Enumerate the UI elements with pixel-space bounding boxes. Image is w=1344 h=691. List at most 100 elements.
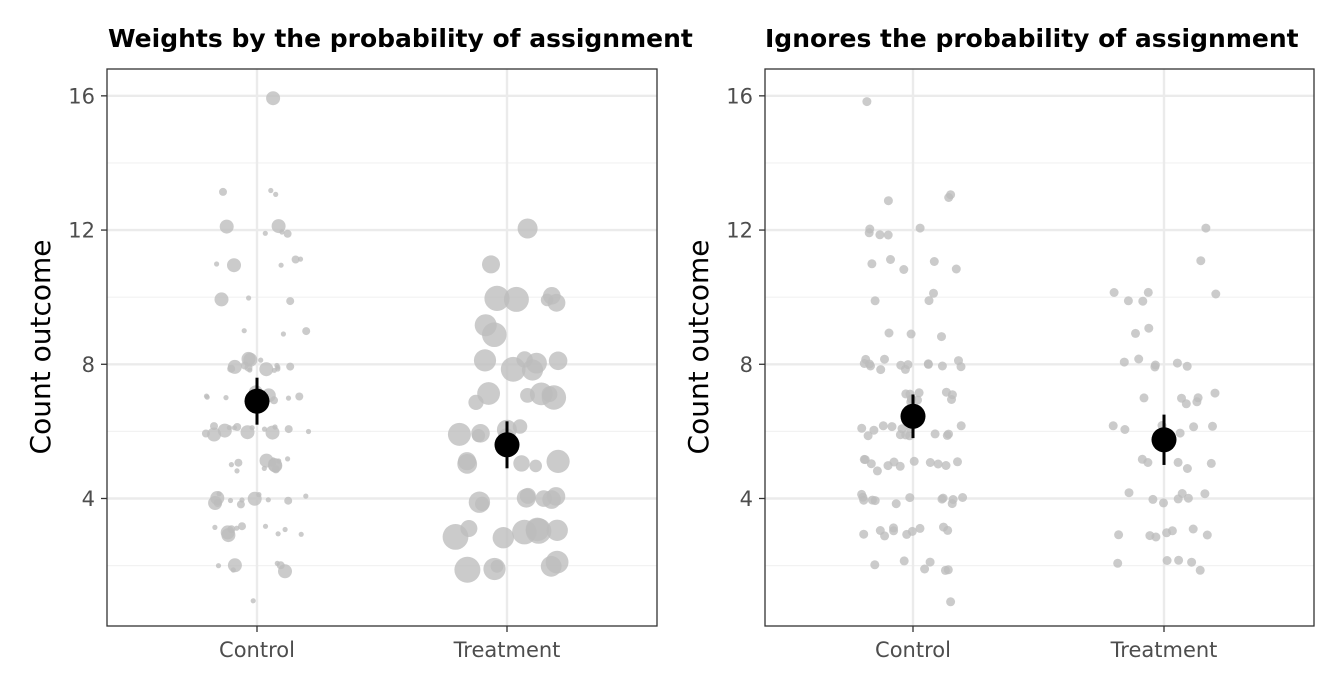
data-point <box>929 288 938 298</box>
data-point <box>891 499 901 509</box>
data-point <box>925 458 935 467</box>
data-point <box>1174 555 1184 565</box>
data-point <box>529 382 553 406</box>
data-point <box>953 457 962 467</box>
data-point <box>234 468 240 474</box>
data-point <box>546 449 570 473</box>
data-point <box>227 258 241 273</box>
data-point <box>1187 557 1197 567</box>
data-point <box>870 560 880 570</box>
data-point <box>870 296 880 306</box>
data-point <box>946 597 956 607</box>
data-point <box>1114 530 1124 540</box>
data-point <box>273 191 279 197</box>
data-point <box>261 426 268 432</box>
data-point <box>241 351 256 366</box>
data-point <box>1119 357 1129 367</box>
data-point <box>513 455 530 472</box>
data-point <box>906 329 916 339</box>
data-point <box>201 429 210 438</box>
data-point <box>1148 494 1158 504</box>
data-point <box>244 363 253 372</box>
data-point <box>1200 489 1210 499</box>
data-point <box>279 229 285 235</box>
data-point <box>958 493 968 502</box>
y-tick-label: 16 <box>726 84 753 108</box>
data-point <box>278 262 284 268</box>
data-point <box>1159 498 1168 508</box>
y-axis-title: Count outcome <box>682 240 715 455</box>
data-point <box>930 429 940 439</box>
data-point <box>236 500 245 509</box>
data-point <box>872 466 882 476</box>
data-point <box>473 349 497 372</box>
data-point <box>1134 354 1144 364</box>
data-point <box>1211 289 1221 299</box>
data-point <box>271 367 277 373</box>
y-tick-label: 8 <box>82 353 95 377</box>
data-point <box>1192 397 1202 407</box>
data-point <box>1202 530 1212 540</box>
data-point <box>512 519 537 545</box>
data-point <box>1208 421 1217 431</box>
y-tick-label: 4 <box>82 487 95 511</box>
data-point <box>870 496 880 506</box>
plot-area: 4 8 12 16 Control Treatment <box>68 68 658 662</box>
data-point <box>230 567 236 573</box>
data-point <box>1109 288 1119 297</box>
data-point <box>517 218 538 239</box>
data-point <box>1172 358 1182 368</box>
data-point <box>283 229 292 238</box>
data-point <box>862 97 872 107</box>
data-point <box>234 458 243 467</box>
data-point <box>915 223 925 233</box>
x-tick-label: Treatment <box>1110 638 1218 662</box>
data-point <box>477 382 500 405</box>
data-point <box>226 425 232 431</box>
data-point <box>262 230 268 236</box>
data-point <box>227 525 236 534</box>
data-point <box>238 522 246 531</box>
x-tick-label: Control <box>219 638 295 662</box>
data-point <box>883 461 893 471</box>
data-point <box>233 423 242 431</box>
data-point <box>942 430 952 440</box>
data-point <box>1150 362 1160 372</box>
data-point <box>899 265 909 274</box>
data-point <box>1143 458 1153 467</box>
data-point <box>905 493 915 503</box>
data-point <box>1113 558 1123 568</box>
data-point <box>482 255 500 274</box>
data-point <box>213 499 222 507</box>
data-point <box>1177 393 1186 403</box>
y-tick-label: 12 <box>68 219 95 243</box>
data-point <box>529 459 542 473</box>
data-point <box>454 556 481 583</box>
data-point <box>1189 422 1199 432</box>
y-tick-label: 4 <box>740 487 753 511</box>
data-point <box>886 255 895 264</box>
data-point <box>1177 489 1187 498</box>
data-point <box>951 264 961 274</box>
data-point <box>860 455 870 465</box>
data-point <box>937 361 947 371</box>
data-point <box>880 354 889 364</box>
panel-title: Weights by the probability of assignment <box>108 24 693 53</box>
data-point <box>1123 296 1133 306</box>
data-point <box>262 523 269 529</box>
data-point <box>270 396 278 405</box>
data-point <box>265 497 271 503</box>
data-point <box>303 493 309 499</box>
panel-unweighted: Ignores the probability of assignment Co… <box>682 24 1315 662</box>
data-point <box>859 359 869 368</box>
data-point <box>1196 256 1206 266</box>
data-point <box>280 331 286 337</box>
data-point <box>548 351 568 371</box>
data-point <box>474 314 497 337</box>
mean-point <box>494 432 520 458</box>
data-point <box>867 259 877 269</box>
data-point <box>250 598 256 604</box>
data-point <box>241 328 247 334</box>
mean-point <box>244 388 270 414</box>
